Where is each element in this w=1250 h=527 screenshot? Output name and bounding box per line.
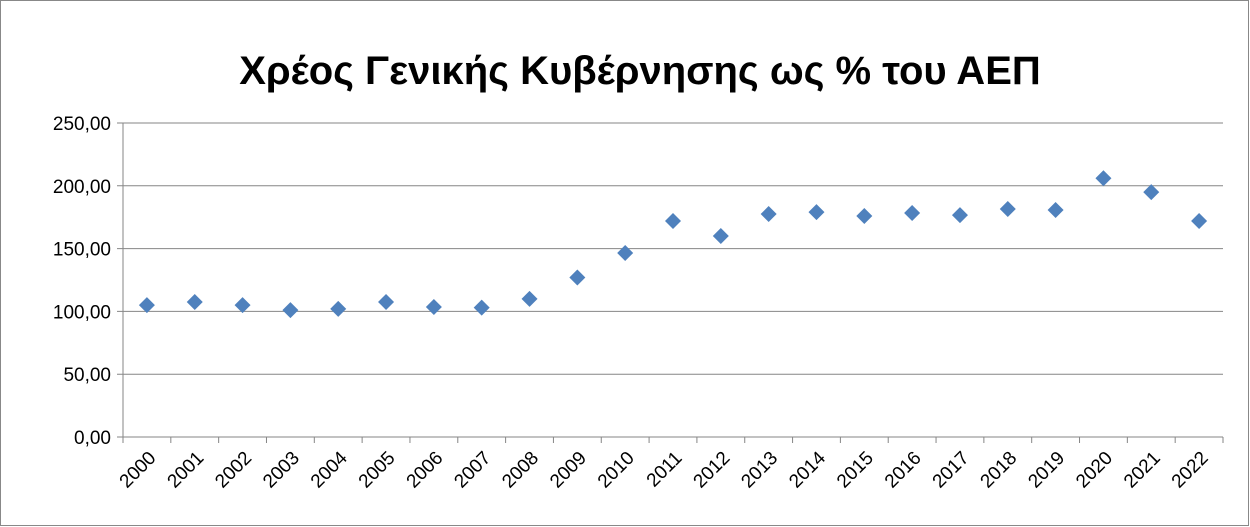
marker xyxy=(617,244,634,261)
marker xyxy=(473,299,490,316)
y-tick-label: 50,00 xyxy=(63,365,111,386)
marker xyxy=(760,206,777,223)
marker xyxy=(138,297,155,314)
marker xyxy=(999,201,1016,218)
y-tick-label: 0,00 xyxy=(74,428,111,449)
chart-title: Χρέος Γενικής Κυβέρνησης ως % του ΑΕΠ xyxy=(239,49,1041,93)
marker xyxy=(521,290,538,307)
marker xyxy=(1143,184,1160,201)
marker xyxy=(665,212,681,229)
marker xyxy=(951,207,968,224)
marker xyxy=(186,293,203,310)
y-tick-label: 200,00 xyxy=(53,177,111,198)
marker xyxy=(330,300,347,317)
marker xyxy=(1095,170,1112,187)
y-tick-label: 150,00 xyxy=(53,240,111,261)
marker xyxy=(856,207,873,224)
y-tick-label: 100,00 xyxy=(53,302,111,323)
marker xyxy=(425,299,442,316)
marker xyxy=(378,293,395,310)
marker xyxy=(569,269,586,286)
marker xyxy=(234,297,251,314)
marker xyxy=(1047,202,1064,219)
marker xyxy=(1191,212,1208,229)
y-tick-label: 250,00 xyxy=(53,114,111,135)
marker xyxy=(282,302,299,319)
marker xyxy=(808,204,825,221)
marker xyxy=(904,205,921,222)
marker xyxy=(712,228,729,245)
